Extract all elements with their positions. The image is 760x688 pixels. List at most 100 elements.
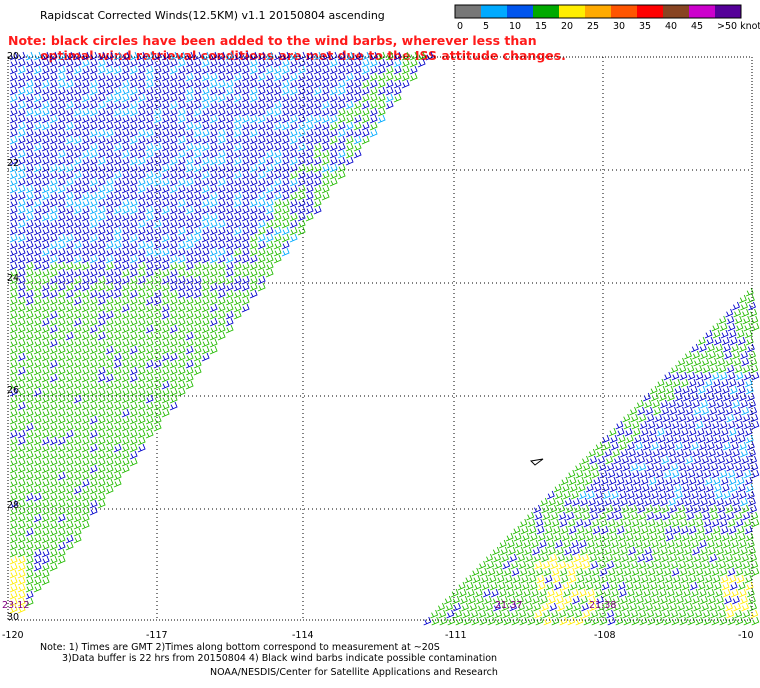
wind-barb: [721, 483, 730, 493]
wind-barb: [137, 191, 146, 201]
wind-barb: [621, 504, 630, 514]
wind-barb: [719, 518, 728, 528]
wind-barb: [233, 275, 242, 285]
wind-barb: [25, 191, 34, 201]
wind-barb: [105, 121, 114, 131]
wind-barb: [265, 240, 274, 250]
wind-barb: [249, 156, 258, 166]
wind-barb: [466, 588, 475, 598]
wind-barb: [57, 443, 66, 453]
wind-barb: [679, 518, 688, 528]
wind-barb: [217, 135, 226, 145]
wind-barb: [573, 553, 582, 563]
wind-barb: [305, 86, 314, 96]
wind-barb: [49, 499, 58, 509]
wind-barb: [137, 142, 146, 152]
wind-barb: [65, 303, 74, 313]
wind-barb: [9, 464, 18, 474]
wind-barb: [233, 254, 242, 264]
wind-barb: [201, 310, 210, 320]
wind-barb: [734, 560, 743, 570]
wind-barb: [217, 184, 226, 194]
wind-barb: [41, 513, 50, 523]
wind-barb: [555, 490, 563, 500]
wind-barb: [129, 310, 138, 320]
wind-barb: [217, 128, 226, 138]
wind-barb: [225, 303, 234, 313]
wind-barb: [17, 72, 26, 82]
wind-barb: [265, 121, 274, 131]
wind-barb: [313, 79, 322, 89]
wind-barb: [121, 282, 130, 292]
wind-barb: [25, 282, 34, 292]
wind-barb: [89, 128, 98, 138]
wind-barb: [9, 527, 18, 537]
wind-barb: [89, 352, 98, 362]
wind-barb: [257, 142, 266, 152]
wind-barb: [153, 296, 162, 306]
wind-barb: [81, 198, 90, 208]
wind-barb: [719, 322, 728, 332]
wind-barb: [337, 121, 346, 131]
wind-barb: [591, 469, 600, 479]
wind-barb: [169, 359, 178, 369]
wind-barb: [97, 107, 106, 117]
wind-barb: [113, 268, 122, 278]
wind-barb: [490, 588, 499, 598]
wind-barb: [502, 609, 511, 619]
wind-barb: [281, 226, 290, 236]
wind-barb: [597, 553, 606, 563]
wind-barb: [249, 219, 258, 229]
wind-barb: [723, 392, 731, 402]
wind-barb: [73, 443, 82, 453]
wind-barb: [393, 65, 402, 75]
wind-barb: [9, 93, 18, 103]
wind-barb: [49, 485, 58, 495]
wind-barb: [201, 65, 210, 75]
wind-barb: [17, 163, 26, 173]
wind-barb: [65, 191, 74, 201]
wind-barb: [201, 282, 210, 292]
wind-barb: [185, 114, 194, 124]
wind-barb: [137, 177, 146, 187]
wind-barb: [137, 58, 146, 68]
wind-barb: [65, 51, 74, 61]
wind-barb: [233, 268, 242, 278]
wind-barb: [81, 499, 90, 509]
wind-barb: [305, 170, 314, 180]
wind-barb: [49, 464, 58, 474]
wind-barb: [161, 275, 170, 285]
wind-barb: [41, 471, 50, 481]
wind-barb: [121, 317, 130, 327]
wind-barb: [89, 499, 98, 509]
wind-barb: [702, 364, 711, 374]
wind-barb: [105, 86, 114, 96]
wind-barb: [9, 114, 18, 124]
wind-barb: [145, 128, 154, 138]
wind-barb: [169, 394, 178, 404]
wind-barb: [701, 455, 710, 465]
wind-barb: [217, 261, 226, 271]
wind-barb: [129, 408, 138, 418]
wind-barb: [668, 595, 676, 605]
wind-barb: [297, 163, 306, 173]
wind-barb: [612, 546, 620, 556]
wind-barb: [89, 163, 98, 173]
wind-barb: [731, 490, 739, 500]
wind-barb: [681, 483, 690, 493]
wind-barb: [688, 476, 697, 486]
wind-barb: [41, 387, 50, 397]
wind-barb: [369, 100, 378, 110]
wind-barb: [33, 492, 42, 502]
wind-barb: [663, 518, 672, 528]
wind-barb: [97, 345, 106, 355]
wind-barb: [17, 597, 26, 607]
wind-barb: [657, 385, 666, 395]
wind-barb: [65, 492, 74, 502]
wind-barb: [241, 261, 250, 271]
wind-barb: [113, 310, 122, 320]
wind-barb: [514, 588, 523, 598]
wind-barb: [73, 513, 82, 523]
wind-barb: [742, 364, 751, 374]
wind-barb: [281, 65, 290, 75]
